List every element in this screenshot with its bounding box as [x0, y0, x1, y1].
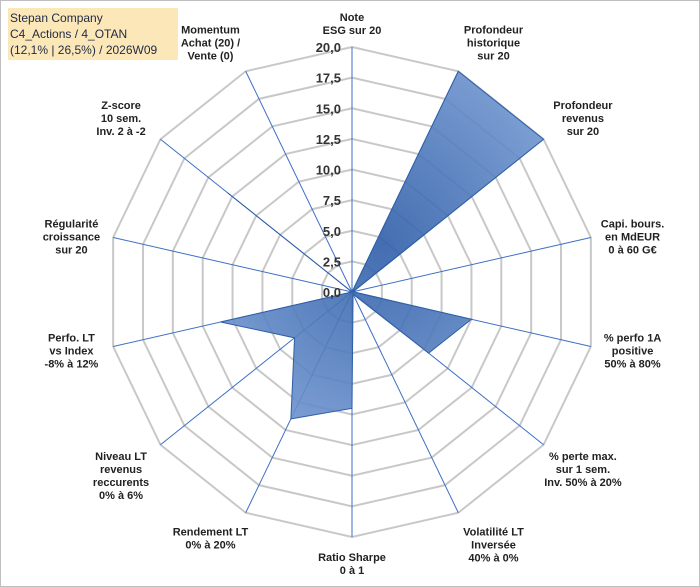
axis-label-5-line-1: sur 1 sem. [556, 464, 610, 476]
tick-label-2: 5,0 [323, 224, 341, 239]
axis-label-3-line-0: Capi. bours. [601, 218, 665, 230]
series-area [220, 70, 545, 420]
axis-label-0-line-0: Note [340, 12, 364, 24]
axis-label-5-line-2: Inv. 50% à 20% [544, 477, 622, 489]
axis-label-7: Ratio Sharpe 0 à 1 [318, 552, 386, 577]
axis-label-1-line-2: sur 20 [477, 50, 509, 62]
axis-label-3-line-2: 0 à 60 G€ [608, 244, 656, 256]
axis-label-11: Régularité croissance sur 20 [43, 218, 100, 256]
axis-spoke-3 [351, 236, 591, 293]
axis-label-2: Profondeur revenus sur 20 [553, 100, 613, 138]
axis-spoke-13 [245, 71, 353, 293]
axis-label-0-line-1: ESG sur 20 [323, 25, 382, 37]
axis-label-4-line-2: 50% à 80% [604, 359, 660, 371]
axis-label-6-line-0: Volatilité LT [463, 527, 524, 539]
axis-label-1-line-1: historique [467, 37, 520, 49]
axis-label-12-line-1: 10 sem. [101, 113, 141, 125]
axis-label-9-line-2: reccurents [93, 477, 149, 489]
chart-title-line-3: (12,1% | 26,5%) / 2026W09 [10, 43, 158, 57]
axis-label-13: Momentum Achat (20) / Vente (0) [181, 24, 240, 62]
tick-label-3: 7,5 [323, 193, 341, 208]
tick-label-4: 10,0 [316, 163, 341, 178]
axis-label-0: Note ESG sur 20 [323, 12, 382, 37]
axis-label-9-line-0: Niveau LT [95, 451, 147, 463]
axis-label-2-line-2: sur 20 [567, 126, 599, 138]
tick-label-5: 12,5 [316, 132, 341, 147]
axis-label-12-line-2: Inv. 2 à -2 [96, 126, 145, 138]
chart-title-box: Stepan Company C4_Actions / 4_OTAN (12,1… [8, 8, 178, 60]
tick-label-7: 17,5 [316, 71, 341, 86]
axis-label-10: Perfo. LT vs Index -8% à 12% [45, 333, 99, 371]
axis-label-11-line-0: Régularité [45, 218, 99, 230]
axis-label-13-line-0: Momentum [181, 24, 240, 36]
axis-label-10-line-0: Perfo. LT [48, 333, 95, 345]
tick-label-1: 2,5 [323, 254, 341, 269]
axis-label-8: Rendement LT 0% à 20% [173, 527, 249, 552]
axis-label-7-line-0: Ratio Sharpe [318, 552, 386, 564]
axis-label-9: Niveau LT revenus reccurents 0% à 6% [93, 451, 149, 502]
axis-label-9-line-3: 0% à 6% [99, 490, 143, 502]
axis-label-3-line-1: en MdEUR [605, 231, 660, 243]
axis-label-11-line-1: croissance [43, 231, 100, 243]
axis-label-11-line-2: sur 20 [55, 244, 87, 256]
axis-label-5: % perte max. sur 1 sem. Inv. 50% à 20% [544, 451, 622, 489]
chart-title-line-1: Stepan Company [10, 11, 103, 25]
axis-label-2-line-0: Profondeur [553, 100, 613, 112]
axis-label-13-line-1: Achat (20) / [181, 37, 240, 49]
axis-spoke-6 [351, 291, 459, 513]
chart-title-line-2: C4_Actions / 4_OTAN [10, 27, 128, 41]
axis-label-5-line-0: % perte max. [549, 451, 617, 463]
axis-label-6-line-2: 40% à 0% [468, 553, 518, 565]
tick-label-8: 20,0 [316, 40, 341, 55]
tick-label-0: 0,0 [323, 285, 341, 300]
axis-label-12-line-0: Z-score [101, 100, 141, 112]
axis-label-9-line-1: revenus [100, 464, 142, 476]
axis-label-6: Volatilité LT Inversée 40% à 0% [463, 527, 524, 565]
axis-label-1-line-0: Profondeur [464, 24, 524, 36]
axis-label-4: % perfo 1A positive 50% à 80% [604, 333, 662, 371]
axis-label-12: Z-score 10 sem. Inv. 2 à -2 [96, 100, 145, 138]
axis-label-8-line-0: Rendement LT [173, 527, 249, 539]
axis-spoke-11 [113, 236, 353, 293]
axis-label-3: Capi. bours. en MdEUR 0 à 60 G€ [601, 218, 665, 256]
axis-label-10-line-1: vs Index [49, 346, 94, 358]
tick-label-6: 15,0 [316, 101, 341, 116]
axis-label-8-line-1: 0% à 20% [185, 540, 235, 552]
axis-label-6-line-1: Inversée [471, 540, 516, 552]
axis-label-4-line-1: positive [612, 346, 654, 358]
axis-label-13-line-2: Vente (0) [188, 50, 234, 62]
axis-label-2-line-1: revenus [562, 113, 604, 125]
axis-label-4-line-0: % perfo 1A [604, 333, 662, 345]
axis-label-10-line-2: -8% à 12% [45, 359, 99, 371]
axis-label-7-line-1: 0 à 1 [340, 565, 364, 577]
axis-label-1: Profondeur historique sur 20 [464, 24, 524, 62]
